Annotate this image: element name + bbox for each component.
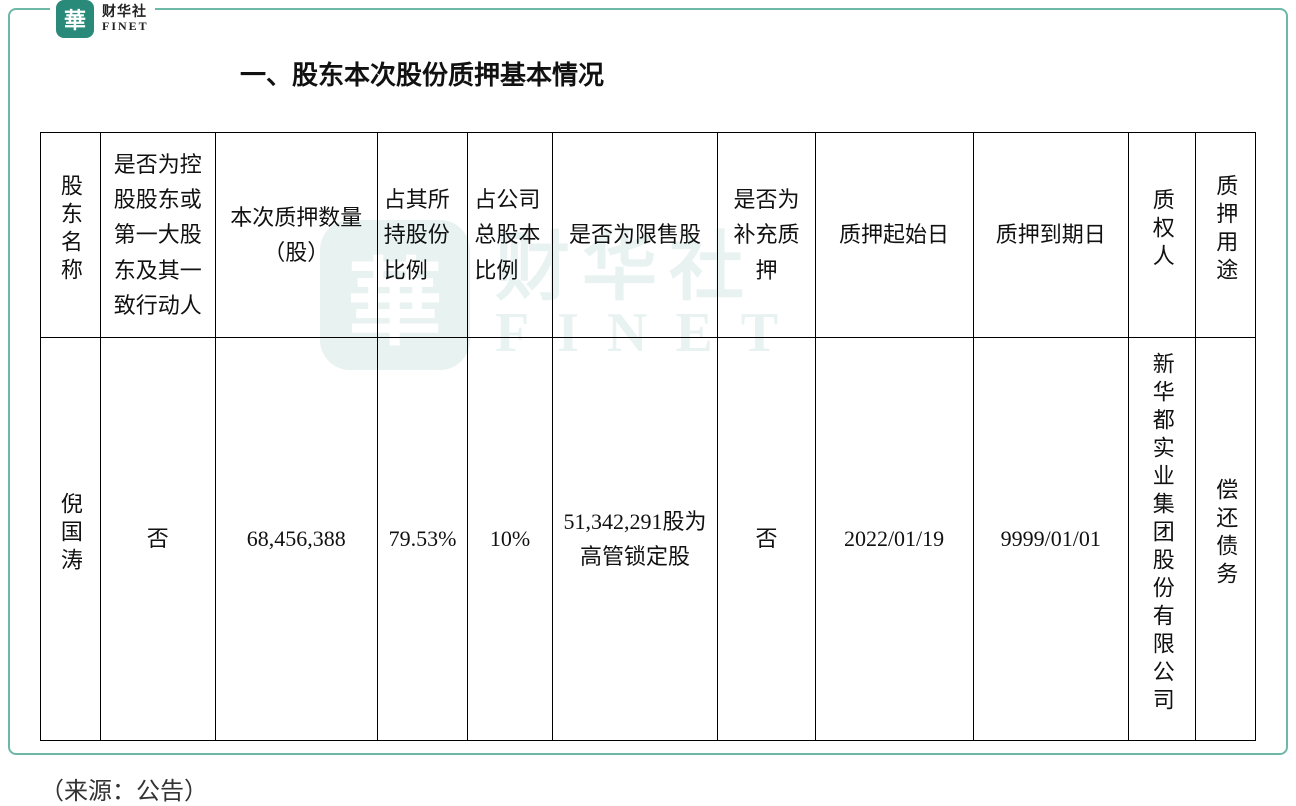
col-header-restricted: 是否为限售股	[552, 133, 718, 338]
col-header-qty: 本次质押数量（股）	[215, 133, 377, 338]
cell-end-date: 9999/01/01	[973, 337, 1128, 740]
cell-is-controlling: 否	[100, 337, 215, 740]
col-header-start-date: 质押起始日	[815, 133, 973, 338]
cell-pct-total: 10%	[468, 337, 552, 740]
col-header-supplementary: 是否为补充质押	[718, 133, 815, 338]
pledge-table: 股东名称 是否为控股股东或第一大股东及其一致行动人 本次质押数量（股） 占其所持…	[40, 132, 1256, 741]
cell-qty: 68,456,388	[215, 337, 377, 740]
cell-purpose: 偿还债务	[1196, 337, 1256, 740]
cell-restricted: 51,342,291股为高管锁定股	[552, 337, 718, 740]
content-area: 一、股东本次股份质押基本情况 股东名称 是否为控股股东或第一大股东及其一致行动人…	[40, 55, 1256, 806]
col-header-name: 股东名称	[41, 133, 101, 338]
cell-supplementary: 否	[718, 337, 815, 740]
cell-start-date: 2022/01/19	[815, 337, 973, 740]
col-header-end-date: 质押到期日	[973, 133, 1128, 338]
col-header-pct-total: 占公司总股本比例	[468, 133, 552, 338]
logo-en: FINET	[102, 20, 149, 33]
section-heading: 一、股东本次股份质押基本情况	[240, 55, 1256, 92]
table-header-row: 股东名称 是否为控股股东或第一大股东及其一致行动人 本次质押数量（股） 占其所持…	[41, 133, 1256, 338]
col-header-pct-holdings: 占其所持股份比例	[377, 133, 468, 338]
col-header-pledgee: 质权人	[1129, 133, 1196, 338]
logo-cn: 财华社	[102, 5, 149, 20]
cell-name: 倪国涛	[41, 337, 101, 740]
col-header-purpose: 质押用途	[1196, 133, 1256, 338]
logo-badge: 華	[56, 0, 94, 38]
table-row: 倪国涛 否 68,456,388 79.53% 10% 51,342,291股为…	[41, 337, 1256, 740]
cell-pledgee: 新华都实业集团股份有限公司	[1129, 337, 1196, 740]
col-header-is-controlling: 是否为控股股东或第一大股东及其一致行动人	[100, 133, 215, 338]
source-label: （来源：公告）	[40, 771, 1256, 806]
logo-text: 财华社 FINET	[102, 5, 149, 34]
site-logo: 華 财华社 FINET	[50, 0, 155, 38]
cell-pct-holdings: 79.53%	[377, 337, 468, 740]
